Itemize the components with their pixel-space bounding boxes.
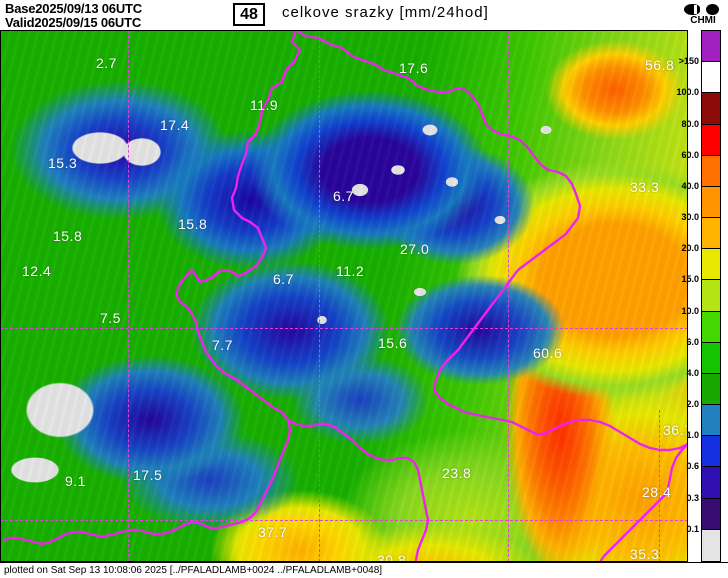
colorbar-swatch [702,62,720,94]
colorbar-tick-label: 4.0 [686,367,699,378]
header-bar: Base2025/09/13 06UTC Valid2025/09/15 06U… [0,0,728,30]
country-borders [2,30,688,562]
chmi-logo-text: CHMI [690,15,716,26]
colorbar-swatch [702,249,720,281]
colorbar-panel: >150 100.0 80.0 60.0 40.0 30.0 20.0 15.0 10.0 6.0… [676,30,728,562]
map-value-label: 2.7 [96,55,117,71]
colorbar-swatch [702,311,720,343]
colorbar-tick-label: 1.0 [686,430,699,441]
map-value-label: 28.4 [642,484,672,500]
graticule-parallel [0,328,688,329]
map-value-label: 9.1 [65,473,86,489]
map-value-label: 33.3 [630,179,660,195]
map-value-label: 17.4 [160,117,190,133]
precipitation-map[interactable]: 2.7 17.6 56.8 11.9 17.4 15.3 6.7 33.3 15.8 15.8 27… [0,30,688,562]
colorbar-tick-label: 15.0 [681,274,699,285]
valid-time-line: Valid2025/09/15 06UTC [5,15,141,30]
base-label: Base [5,1,36,16]
base-time: 2025/09/13 06UTC [35,1,142,16]
chmi-logo: CHMI [682,2,724,28]
map-value-label: 7.7 [212,337,233,353]
map-value-label: 12.4 [22,263,52,279]
graticule-meridian [508,30,509,562]
lead-time-box: 48 [233,3,265,26]
page-title: celkove srazky [mm/24hod] [282,4,489,21]
map-value-label: 15.8 [178,216,208,232]
colorbar-swatch [702,467,720,499]
map-value-label: 27.0 [400,241,430,257]
colorbar-tick-label: 30.0 [681,212,699,223]
colorbar-tick-label: >150 [678,56,699,67]
colorbar-tick-label: 80.0 [681,118,699,129]
colorbar-swatch [702,155,720,187]
colorbar-swatch [702,436,720,468]
plot-info-text: plotted on Sat Sep 13 10:08:06 2025 [../… [4,565,383,576]
colorbar-tick-label: 0.6 [686,461,699,472]
map-value-label: 17.6 [399,60,429,76]
map-value-label: 7.5 [100,310,121,326]
colorbar-tick-label: 2.0 [686,399,699,410]
precip-contour-texture [0,30,688,562]
map-value-label: 36.7 [663,422,688,438]
lead-time-value: 48 [240,5,258,23]
chmi-logo-mark [682,2,724,16]
graticule-parallel [0,520,688,521]
status-bar: plotted on Sat Sep 13 10:08:06 2025 [../… [0,562,728,578]
map-value-label: 60.6 [533,345,563,361]
colorbar-swatch [702,373,720,406]
colorbar-swatch [702,498,720,530]
map-value-label: 23.8 [442,465,472,481]
colorbar-tick-label: 0.3 [686,492,699,503]
graticule-meridian [319,30,320,562]
graticule-meridian [128,30,129,562]
colorbar-tick-label: 6.0 [686,336,699,347]
map-value-label: 56.8 [645,57,675,73]
colorbar-tick-label: 60.0 [681,149,699,160]
map-value-label: 6.7 [273,271,294,287]
colorbar-strip[interactable] [701,30,721,562]
chmi-logo-shape-right [706,4,719,15]
colorbar-tick-label: 40.0 [681,180,699,191]
colorbar-tick-label: 20.0 [681,243,699,254]
colorbar-swatch [702,93,720,125]
colorbar-swatch [702,186,720,219]
map-value-label: 6.7 [333,188,354,204]
colorbar-swatch [702,405,720,437]
colorbar-tick-label: 0.1 [686,523,699,534]
colorbar-tick-label: 100.0 [676,87,699,98]
base-time-line: Base2025/09/13 06UTC [5,1,142,16]
colorbar-tick-label: 10.0 [681,305,699,316]
colorbar-swatch [702,342,720,374]
colorbar-swatch [702,218,720,250]
colorbar-swatch [702,31,720,63]
map-value-label: 11.2 [336,263,365,279]
map-value-label: 15.6 [378,335,408,351]
valid-time: 2025/09/15 06UTC [34,15,142,30]
map-value-label: 37.7 [258,524,288,540]
precip-field-trace [0,30,688,562]
colorbar-swatch [702,529,720,561]
colorbar-swatch [702,280,720,312]
map-value-label: 30.8 [377,552,407,562]
chmi-logo-shape-left [684,4,700,15]
graticule-meridian [659,410,660,562]
map-value-label: 35.3 [630,546,660,562]
valid-label: Valid [5,15,35,30]
colorbar-swatch [702,124,720,156]
map-value-label: 11.9 [250,97,279,113]
map-value-label: 17.5 [133,467,163,483]
map-value-label: 15.3 [48,155,78,171]
map-value-label: 15.8 [53,228,83,244]
